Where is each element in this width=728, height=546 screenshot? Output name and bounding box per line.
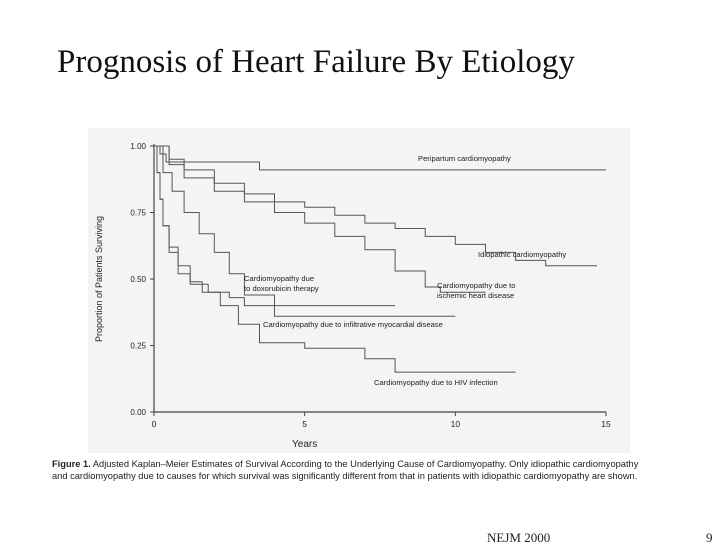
survival-curve-5 (154, 145, 516, 373)
y-axis-label: Proportion of Patients Surviving (94, 216, 104, 342)
y-tick-label: 0.25 (130, 342, 146, 351)
source-citation: NEJM 2000 (487, 530, 551, 545)
y-tick-label: 0.00 (130, 408, 146, 417)
curve-label-3: Cardiomyopathy due to doxorubicin therapy (244, 274, 319, 293)
curve-label-1: Idiopathic cardiomyopathy (478, 250, 566, 259)
x-tick-label: 10 (451, 419, 461, 429)
curve-label-5: Cardiomyopathy due to HIV infection (374, 378, 498, 387)
curve-label-2: Cardiomyopathy due to ischemic heart dise… (437, 281, 516, 300)
survival-curve-0 (154, 145, 606, 171)
slide-title: Prognosis of Heart Failure By Etiology (57, 44, 575, 80)
kaplan-meier-chart: 0.00 0.25 0.50 0.75 1.00 0 5 10 15 Years Proportio… (94, 142, 611, 450)
caption-lead: Figure 1. (52, 459, 91, 469)
survival-curve-2 (154, 145, 486, 293)
caption-text: Adjusted Kaplan–Meier Estimates of Survi… (52, 459, 639, 482)
figure-caption: Figure 1. Adjusted Kaplan–Meier Estimate… (52, 458, 652, 483)
axes: 0.00 0.25 0.50 0.75 1.00 0 5 10 15 Years Proportio… (94, 142, 611, 450)
survival-curve-1 (154, 145, 597, 267)
y-tick-label: 0.75 (130, 209, 146, 218)
x-tick-label: 15 (601, 419, 611, 429)
y-tick-label: 0.50 (130, 275, 146, 284)
x-tick-label: 0 (152, 419, 157, 429)
y-tick-label: 1.00 (130, 142, 146, 151)
annotations: Peripartum cardiomyopathy Idiopathic card… (244, 154, 566, 387)
curve-label-4: Cardiomyopathy due to infiltrative myoca… (263, 320, 443, 329)
x-axis-label: Years (292, 439, 317, 450)
survival-curve-3 (154, 145, 396, 307)
figure-panel (88, 128, 630, 453)
series-lines (154, 145, 606, 373)
page-number: 9 (706, 530, 713, 545)
curve-label-0: Peripartum cardiomyopathy (418, 154, 511, 163)
x-tick-label: 5 (302, 419, 307, 429)
